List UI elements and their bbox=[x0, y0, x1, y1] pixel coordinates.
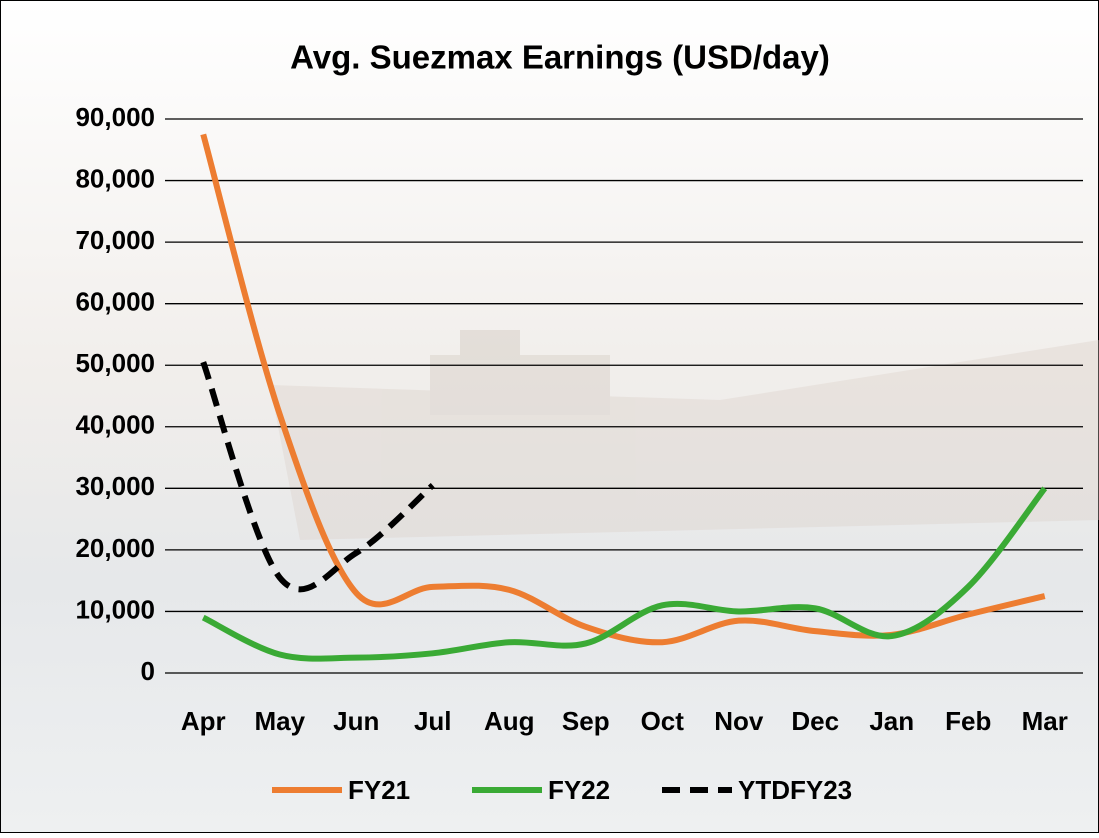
legend-label: YTDFY23 bbox=[738, 775, 852, 805]
y-tick-label: 50,000 bbox=[75, 348, 155, 378]
x-tick-label: Sep bbox=[562, 706, 610, 736]
x-tick-label: May bbox=[254, 706, 305, 736]
y-tick-label: 0 bbox=[141, 656, 155, 686]
x-tick-label: Jan bbox=[869, 706, 914, 736]
chart: Avg. Suezmax Earnings (USD/day) 0 10,000 2… bbox=[0, 0, 1099, 833]
x-tick-label: Apr bbox=[181, 706, 226, 736]
y-tick-label: 90,000 bbox=[75, 102, 155, 132]
y-tick-label: 70,000 bbox=[75, 225, 155, 255]
x-tick-label: Jun bbox=[333, 706, 379, 736]
x-tick-label: Aug bbox=[484, 706, 535, 736]
legend-label: FY21 bbox=[348, 775, 410, 805]
y-tick-label: 10,000 bbox=[75, 594, 155, 624]
x-tick-label: Dec bbox=[791, 706, 839, 736]
x-tick-label: Mar bbox=[1022, 706, 1068, 736]
y-tick-label: 80,000 bbox=[75, 163, 155, 193]
legend-label: FY22 bbox=[548, 775, 610, 805]
x-tick-label: Feb bbox=[945, 706, 991, 736]
page: {"chart_data": {"type": "line", "title":… bbox=[0, 0, 1099, 838]
y-tick-label: 30,000 bbox=[75, 471, 155, 501]
y-tick-label: 60,000 bbox=[75, 287, 155, 317]
y-tick-label: 40,000 bbox=[75, 410, 155, 440]
x-tick-label: Oct bbox=[641, 706, 685, 736]
x-tick-label: Jul bbox=[414, 706, 452, 736]
chart-title: Avg. Suezmax Earnings (USD/day) bbox=[290, 39, 830, 76]
y-tick-label: 20,000 bbox=[75, 533, 155, 563]
x-tick-label: Nov bbox=[714, 706, 764, 736]
